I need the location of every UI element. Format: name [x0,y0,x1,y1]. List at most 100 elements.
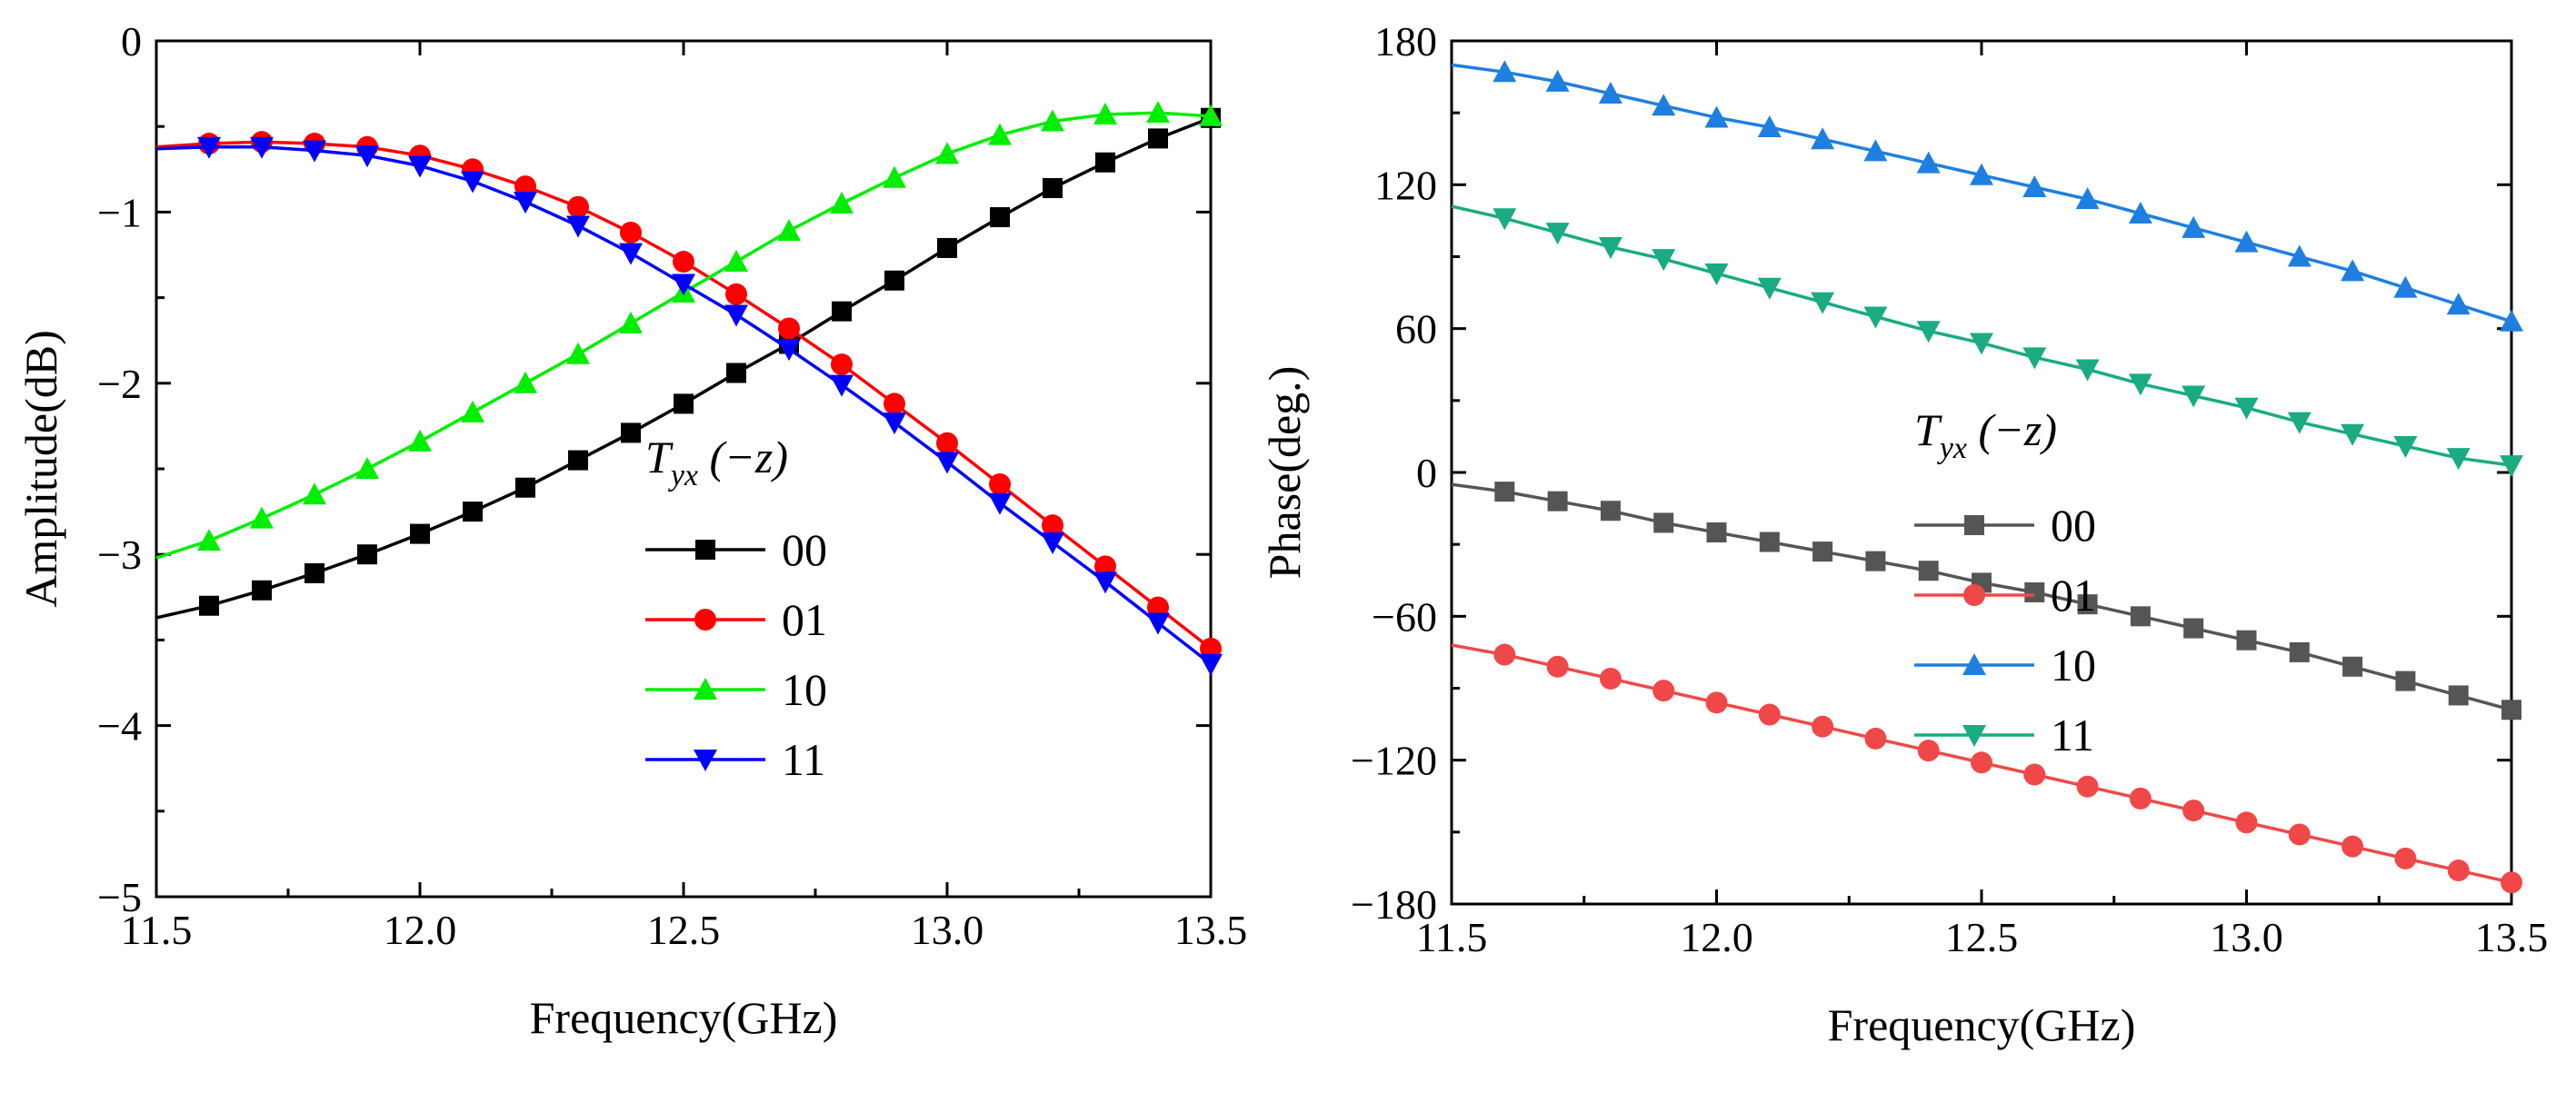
y-tick-label: −60 [1372,593,1437,640]
data-point-11 [1916,321,1941,343]
data-point-00 [1148,128,1168,149]
phase-chart: 11.5 12.0 12.5 13.0 13.5 −180 −120 −60 0 60 120 180… [1259,18,2548,1050]
data-point-10 [2446,293,2471,315]
data-point-00 [1812,542,1833,562]
data-point-11 [2393,435,2418,458]
data-point-11 [1545,223,1570,245]
data-point-11 [1704,263,1729,285]
data-point-01 [2447,859,2470,882]
data-point-11 [461,171,484,194]
data-point-01 [989,472,1011,495]
y-tick-label: 120 [1374,162,1437,208]
data-point-10 [2128,202,2152,224]
data-point-00 [621,422,641,443]
data-point-11 [2234,397,2259,420]
data-point-01 [2235,811,2258,834]
data-point-00 [2183,618,2204,639]
y-tick-label: −3 [97,532,142,578]
data-point-01 [1705,691,1728,714]
data-point-00 [410,523,430,544]
data-point-10 [2022,174,2047,197]
legend: Tyx (−z) 00 01 10 11 [645,432,827,785]
data-point-10 [355,457,379,479]
x-tick-label: 12.5 [1945,914,2019,960]
data-point-11 [2287,412,2311,434]
data-point-00 [305,562,324,583]
data-point-01 [1493,643,1516,666]
data-point-01 [1812,715,1834,738]
data-point-01 [2288,823,2311,846]
data-point-10 [2075,187,2100,210]
data-point-10 [408,429,432,452]
x-tick-label: 13.0 [2210,914,2283,960]
data-point-00 [726,363,746,383]
data-point-01 [884,392,905,415]
y-tick-label: −2 [97,361,142,407]
data-point-11 [566,215,590,238]
data-point-10 [724,250,748,273]
data-point-00 [1759,532,1780,552]
x-tick-label: 11.5 [121,907,193,953]
data-point-11 [1863,306,1888,329]
data-point-00 [674,393,694,414]
data-point-01 [2023,763,2046,786]
data-point-10 [2234,230,2259,253]
data-point-01 [725,283,747,305]
data-point-01 [620,222,642,244]
data-point-01 [1599,667,1622,690]
data-point-01 [567,195,589,218]
data-point-11 [1970,333,1993,355]
legend-marker-01 [1963,584,1985,606]
data-point-00 [2130,606,2151,627]
data-point-11 [1652,249,1676,272]
data-point-01 [1042,514,1063,537]
data-point-10 [935,142,959,164]
legend: Tyx (−z) 00 01 10 11 [1914,404,2096,760]
data-point-01 [2076,775,2099,798]
data-point-00 [2342,656,2363,677]
data-point-01 [831,353,853,376]
data-point-00 [1494,482,1515,502]
data-point-10 [830,191,854,214]
y-tick-label: 60 [1395,306,1437,353]
data-point-00 [199,595,219,616]
data-point-01 [936,432,958,454]
data-point-11 [2341,423,2365,446]
series-10 [1451,60,2523,332]
data-point-00 [357,544,377,565]
data-point-00 [515,477,535,498]
data-point-10 [1146,101,1170,124]
data-point-11 [2500,455,2523,478]
data-point-00 [568,450,588,471]
data-point-01 [2394,847,2417,869]
data-point-00 [2077,594,2098,615]
data-point-00 [2236,630,2257,651]
data-point-00 [1043,178,1063,199]
series-11 [1451,204,2523,478]
x-axis-title: Frequency(GHz) [1828,999,2136,1050]
data-point-11 [1041,532,1064,555]
data-point-01 [1864,727,1887,750]
data-point-10 [1704,105,1729,128]
data-point-00 [990,207,1010,228]
data-point-11 [1146,612,1170,635]
data-point-00 [252,580,272,601]
legend-label-00: 00 [782,524,827,575]
legend-label-01: 01 [2051,570,2096,621]
data-point-00 [2395,671,2416,691]
legend-marker-10 [1962,653,1986,675]
y-tick-label: −5 [97,874,142,920]
legend-title: Tyx (−z) [645,432,788,492]
data-point-10 [1916,151,1941,174]
data-point-10 [988,123,1012,145]
data-point-10 [2182,215,2206,238]
y-tick-label: −4 [97,703,142,750]
data-point-01 [1917,740,1940,762]
data-point-00 [2289,641,2310,662]
data-point-11 [1199,653,1223,676]
y-tick-label: 0 [1416,450,1437,496]
data-point-11 [988,492,1012,515]
data-point-11 [619,243,643,265]
legend-marker-00 [1964,515,1984,535]
y-tick-label: 0 [121,18,142,65]
